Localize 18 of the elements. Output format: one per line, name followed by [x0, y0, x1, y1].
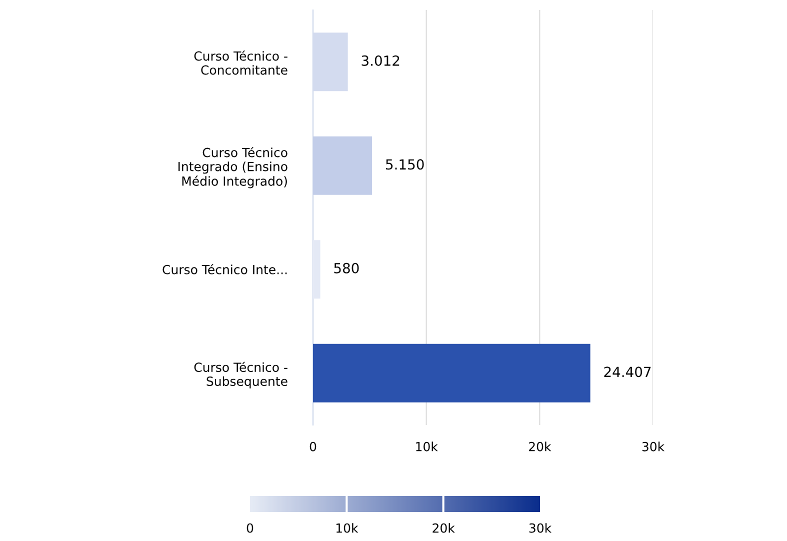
x-tick-label: 20k [529, 442, 552, 452]
bar [313, 344, 590, 402]
x-tick-label: 0 [310, 442, 316, 452]
y-tick-label: Curso Técnico Inte... [162, 264, 287, 274]
color-bar-label: 0 [246, 523, 254, 533]
y-tick-label: Curso Técnico Integrado (Ensino Médio Integrado) [178, 147, 288, 188]
color-bar-label: 10k [336, 523, 358, 533]
y-tick-label: Curso Técnico - Subsequente [194, 362, 288, 388]
y-tick-label: Curso Técnico - Concomitante [194, 50, 288, 75]
x-tick-label: 30k [642, 442, 665, 452]
bar [313, 240, 320, 299]
color-bar-label: 30k [529, 523, 552, 533]
x-tick-label: 10k [416, 442, 438, 452]
data-label: 3.012 [362, 55, 400, 66]
data-label: 580 [334, 262, 359, 274]
color-bar-label: 20k [432, 523, 455, 533]
data-label: 5.150 [386, 159, 424, 170]
data-label: 24.407 [604, 366, 651, 378]
